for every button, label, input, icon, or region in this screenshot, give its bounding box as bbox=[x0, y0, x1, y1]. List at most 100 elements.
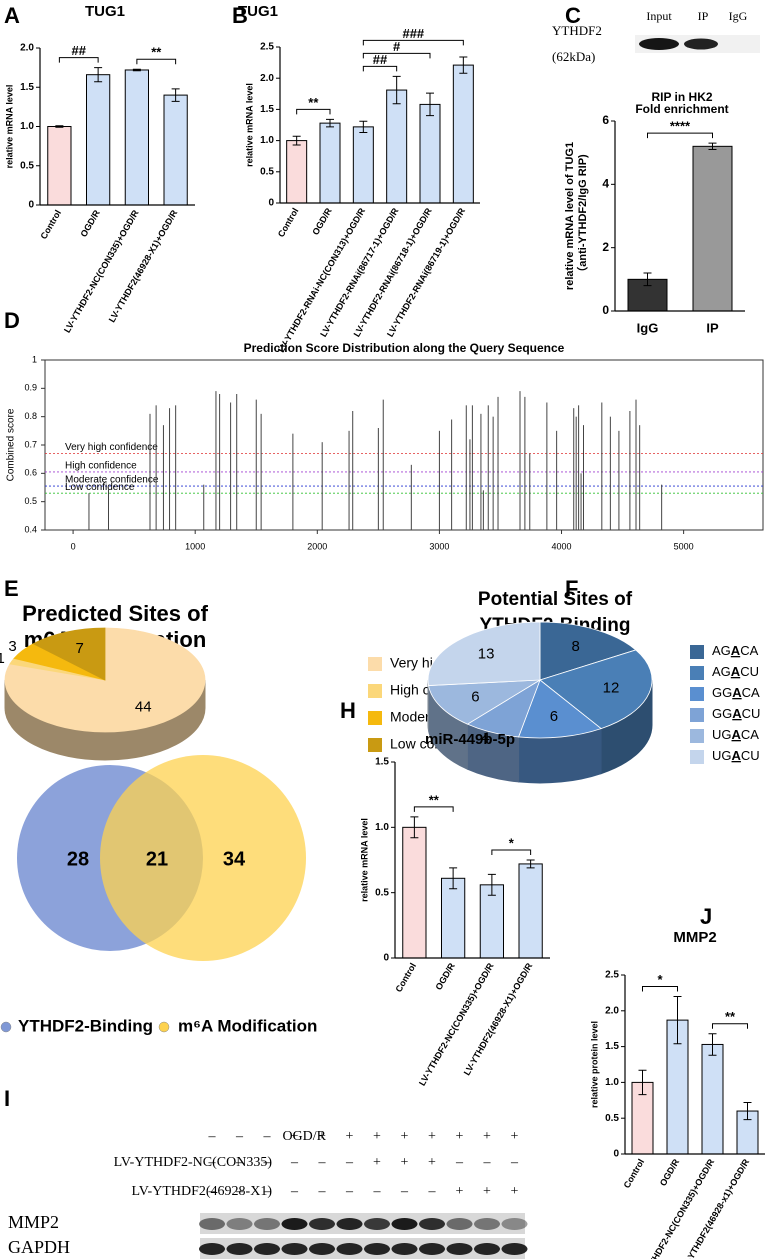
significance-label: # bbox=[393, 39, 401, 54]
legend-swatch bbox=[690, 708, 704, 722]
significance-bracket bbox=[362, 65, 398, 72]
panel-label: F bbox=[565, 576, 578, 601]
pie-side bbox=[427, 679, 430, 731]
blot-sign: – bbox=[208, 1184, 217, 1199]
bar bbox=[441, 877, 466, 959]
blot-band bbox=[501, 1243, 528, 1255]
legend-label: m⁶A Modification bbox=[178, 1016, 317, 1035]
legend-dot bbox=[0, 1021, 12, 1033]
error-bar bbox=[526, 859, 535, 869]
blot-size: (62kDa) bbox=[552, 49, 595, 64]
significance-label: **** bbox=[670, 119, 691, 134]
significance-label: ** bbox=[725, 1009, 736, 1024]
panel-label: E bbox=[4, 576, 19, 601]
error-bar bbox=[132, 68, 141, 72]
chart-title: RIP in HK2 bbox=[651, 90, 712, 104]
bar bbox=[286, 140, 308, 204]
blot-row-label: LV-YTHDF2-NC(CON335) bbox=[114, 1155, 273, 1170]
significance-bracket bbox=[647, 132, 713, 139]
chart-title: MMP2 bbox=[673, 929, 716, 946]
error-bar bbox=[449, 867, 458, 890]
blot-sign: – bbox=[373, 1184, 382, 1199]
error-bar bbox=[392, 75, 401, 105]
blot-sign: + bbox=[456, 1129, 464, 1144]
panel-label: D bbox=[4, 308, 20, 333]
significance-bracket bbox=[491, 849, 532, 855]
blot-band bbox=[684, 38, 718, 50]
panel-label: H bbox=[340, 698, 356, 723]
blot-band bbox=[419, 1218, 445, 1230]
chart-title: miR-449b-5p bbox=[425, 731, 515, 748]
significance-label: * bbox=[509, 835, 515, 850]
blot-strip bbox=[200, 1213, 525, 1234]
y-tick-label: 0.9 bbox=[24, 383, 37, 393]
y-tick-label: 0.5 bbox=[605, 1113, 619, 1124]
y-tick-label: 1.0 bbox=[260, 135, 274, 146]
blot-band bbox=[226, 1218, 253, 1230]
significance-label: ## bbox=[72, 43, 87, 58]
y-axis-label: relative mRNA level bbox=[4, 85, 14, 169]
blot-sign: – bbox=[318, 1184, 327, 1199]
bar bbox=[452, 64, 474, 204]
blot-row-label: LV-YTHDF2(46928-X1) bbox=[131, 1184, 272, 1199]
y-tick-label: 1.5 bbox=[260, 104, 274, 115]
significance-bracket bbox=[413, 806, 454, 812]
blot-sign: – bbox=[345, 1155, 354, 1170]
chart-title: Prediction Score Distribution along the … bbox=[244, 341, 565, 355]
panel-label: I bbox=[4, 1086, 10, 1111]
blot-sign: – bbox=[400, 1184, 409, 1199]
y-tick-label: 0.7 bbox=[24, 439, 37, 449]
blot-band bbox=[446, 1218, 473, 1230]
blot-sign: – bbox=[235, 1184, 244, 1199]
blot-sign: + bbox=[483, 1129, 491, 1144]
x-tick-label: 2000 bbox=[307, 541, 327, 551]
bar bbox=[419, 103, 441, 204]
chart-title: Predicted Sites of bbox=[22, 601, 209, 626]
blot-sign: – bbox=[263, 1184, 272, 1199]
blot-sign: + bbox=[401, 1155, 409, 1170]
blot-lane: IP bbox=[698, 9, 709, 23]
error-bar bbox=[326, 118, 334, 128]
blot-sign: + bbox=[456, 1184, 464, 1199]
bar bbox=[47, 126, 72, 206]
pie-value-label: 13 bbox=[478, 646, 495, 663]
y-tick-label: 0 bbox=[613, 1149, 619, 1160]
blot-sign: + bbox=[483, 1184, 491, 1199]
blot-band-label: GAPDH bbox=[8, 1237, 70, 1257]
y-tick-label: 0.5 bbox=[375, 887, 389, 898]
bar bbox=[319, 122, 341, 204]
error-bar bbox=[638, 1069, 647, 1096]
blot-sign: + bbox=[318, 1129, 326, 1144]
error-bar bbox=[171, 88, 180, 102]
blot-band bbox=[199, 1243, 225, 1255]
significance-label: ## bbox=[373, 52, 388, 67]
blot-sign: + bbox=[511, 1129, 519, 1144]
y-tick-label: 1.0 bbox=[375, 822, 389, 833]
bar bbox=[86, 74, 111, 206]
blot-sign: – bbox=[318, 1155, 327, 1170]
blot-sign: – bbox=[263, 1155, 272, 1170]
y-tick-label: 0.5 bbox=[24, 496, 37, 506]
blot-lane: IgG bbox=[729, 9, 748, 23]
pie-slice bbox=[428, 679, 541, 725]
blot-sign: + bbox=[346, 1129, 354, 1144]
chart-title: TUG1 bbox=[238, 3, 278, 20]
venn-count: 34 bbox=[223, 848, 246, 870]
panel-label: J bbox=[700, 904, 712, 929]
y-axis-label: relative mRNA level bbox=[359, 818, 369, 902]
y-tick-label: 4 bbox=[602, 177, 609, 191]
legend-label: AGACU bbox=[712, 664, 759, 679]
pie-value-label: 8 bbox=[572, 638, 580, 655]
blot-band bbox=[254, 1218, 280, 1230]
legend-label: GGACA bbox=[712, 685, 760, 700]
blot-sign: – bbox=[455, 1155, 464, 1170]
y-axis-label: relative mRNA level of TUG1 bbox=[564, 142, 576, 290]
y-tick-label: 2.0 bbox=[260, 73, 274, 84]
blot-sign: – bbox=[510, 1155, 519, 1170]
y-tick-label: 2.0 bbox=[20, 43, 34, 54]
chart-title: Fold enrichment bbox=[635, 102, 728, 116]
pie-value-label: 4 bbox=[481, 729, 489, 746]
blot-sign: + bbox=[428, 1129, 436, 1144]
blot-band bbox=[391, 1218, 418, 1230]
y-tick-label: 1.5 bbox=[20, 82, 34, 93]
